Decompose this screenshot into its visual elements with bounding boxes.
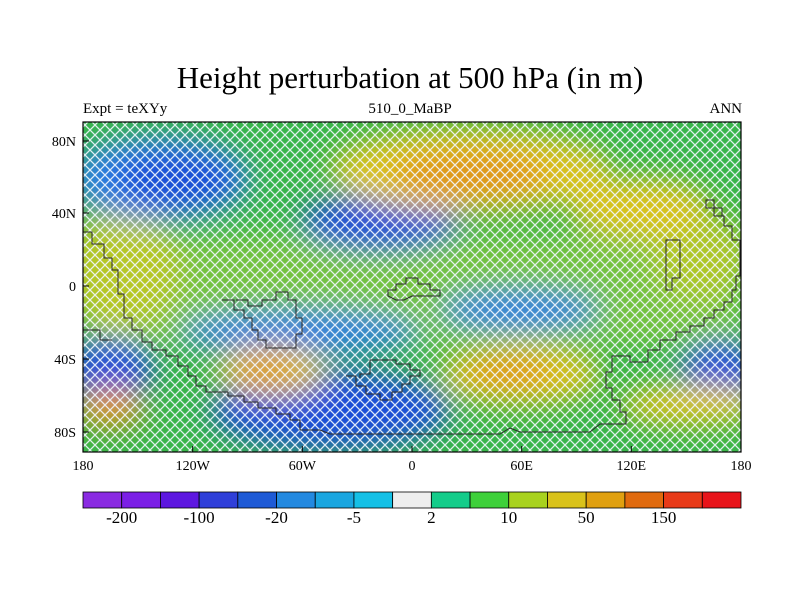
lon-tick-label: 60E	[510, 459, 533, 474]
colorbar-swatch	[701, 491, 742, 509]
colorbar-label: -100	[183, 508, 215, 527]
colorbar-swatch	[508, 491, 548, 509]
lon-tick-label: 120W	[176, 459, 211, 474]
colorbar-swatch	[237, 491, 277, 509]
colorbar-label: -20	[265, 508, 288, 527]
colorbar-swatch	[663, 491, 703, 509]
colorbar-swatch	[624, 491, 664, 509]
colorbar-swatch	[198, 491, 239, 509]
lon-tick-label: 120E	[617, 459, 647, 474]
colorbar-label: 2	[427, 508, 436, 527]
colorbar-label: -5	[346, 508, 362, 527]
colorbar-label: 50	[577, 508, 595, 527]
colorbar-swatch	[353, 491, 394, 509]
colorbar-label: -200	[106, 508, 138, 527]
colorbar-swatch	[585, 491, 626, 509]
colorbar-swatch	[392, 491, 432, 509]
colorbar-swatch	[430, 491, 471, 509]
colorbar-label: 150	[650, 508, 677, 527]
colorbar-swatch	[276, 491, 316, 509]
colorbar-swatch	[547, 491, 587, 509]
longitude-axis: 180 120W 60W 0 60E 120E 180	[73, 446, 752, 474]
lat-tick-label: 80S	[54, 426, 76, 441]
colorbar	[82, 491, 742, 509]
colorbar-swatch	[160, 491, 200, 509]
lon-tick-label: 180	[731, 459, 752, 474]
colorbar-swatch	[314, 491, 355, 509]
case-label: 510_0_MaBP	[368, 101, 452, 117]
lon-tick-label: 0	[409, 459, 416, 474]
lat-tick-label: 0	[69, 280, 76, 295]
contour-field	[83, 122, 741, 452]
colorbar-swatch	[121, 491, 161, 509]
lon-tick-label: 180	[73, 459, 94, 474]
colorbar-swatch	[82, 491, 123, 509]
lon-tick-label: 60W	[289, 459, 317, 474]
experiment-label: Expt = teXYy	[83, 101, 168, 117]
colorbar-swatch	[469, 491, 510, 509]
map-title: Height perturbation at 500 hPa (in m)	[176, 60, 644, 95]
period-label: ANN	[709, 101, 743, 117]
lat-tick-label: 40S	[54, 353, 76, 368]
latitude-axis: 80N 40N 0 40S 80S	[52, 135, 89, 441]
lat-tick-label: 80N	[52, 135, 76, 150]
colorbar-label: 10	[500, 508, 518, 527]
lat-tick-label: 40N	[52, 207, 76, 222]
coastlines	[83, 199, 741, 435]
